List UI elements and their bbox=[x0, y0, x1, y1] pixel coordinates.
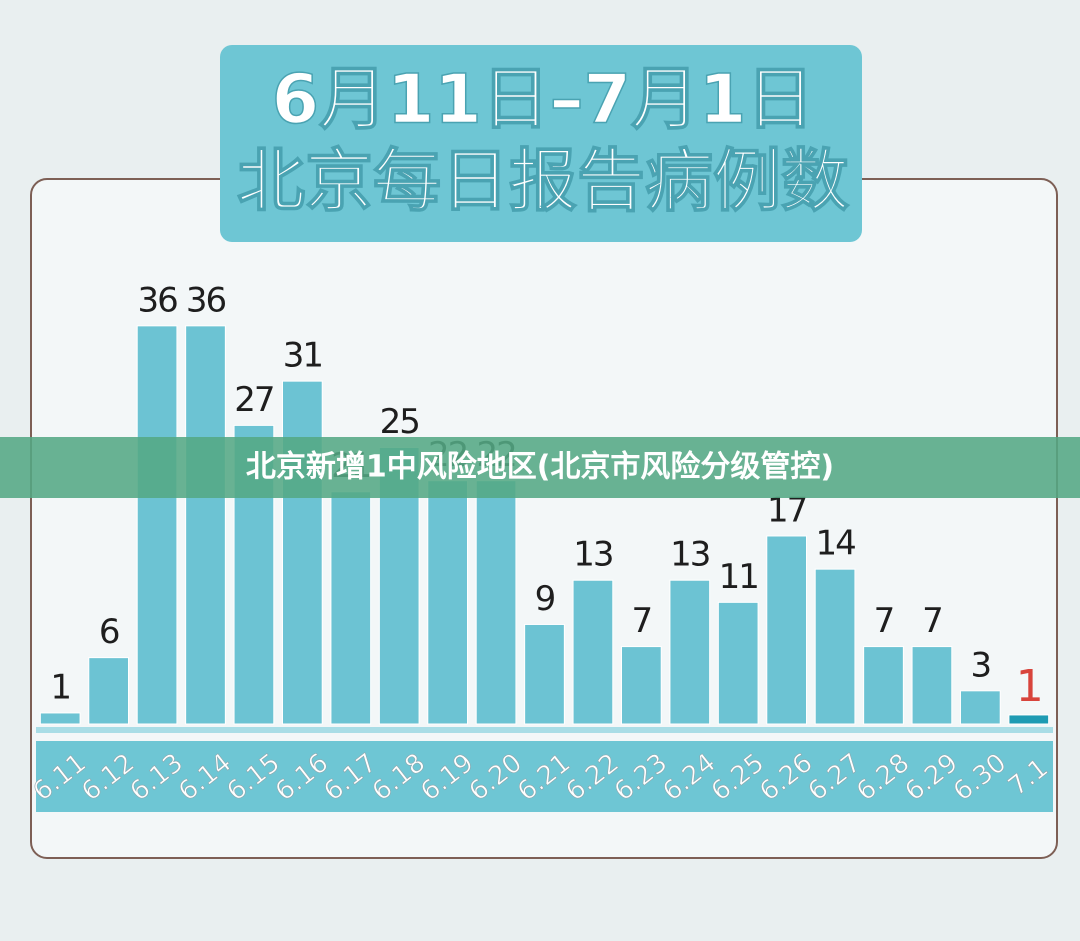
bar bbox=[717, 601, 759, 725]
bar bbox=[282, 380, 323, 725]
value-label: 11 bbox=[719, 557, 758, 597]
bar bbox=[960, 690, 1001, 725]
value-label: 14 bbox=[815, 524, 855, 564]
bar bbox=[911, 646, 953, 725]
value-label: 31 bbox=[283, 336, 322, 376]
bar bbox=[427, 480, 468, 725]
bar bbox=[88, 657, 129, 725]
value-label: 25 bbox=[380, 402, 419, 442]
bar bbox=[475, 480, 517, 725]
value-label: 9 bbox=[535, 579, 555, 619]
value-label: 1 bbox=[50, 667, 70, 707]
bar bbox=[330, 491, 372, 725]
bar bbox=[524, 623, 565, 725]
value-label: 7 bbox=[632, 601, 652, 641]
banner-text: 北京新增1中风险地区(北京市风险分级管控) bbox=[246, 450, 834, 485]
value-label: 36 bbox=[186, 280, 226, 320]
value-label: 13 bbox=[573, 535, 612, 575]
value-label: 36 bbox=[137, 280, 177, 320]
baseline-strip bbox=[36, 727, 1053, 733]
bar bbox=[621, 646, 662, 725]
value-label: 6 bbox=[99, 612, 119, 652]
bar bbox=[814, 568, 856, 725]
value-label: 7 bbox=[922, 601, 942, 641]
overlay-banner bbox=[0, 437, 1080, 498]
bar bbox=[136, 325, 178, 725]
bar bbox=[572, 579, 614, 725]
x-axis-strip bbox=[36, 741, 1053, 812]
value-label: 7 bbox=[874, 601, 894, 641]
chart-subtitle: 北京每日报告病例数 bbox=[237, 143, 849, 222]
bar bbox=[863, 646, 904, 725]
bar bbox=[669, 579, 711, 725]
bar bbox=[185, 325, 226, 725]
chart-title: 6月11日–7月1日 bbox=[272, 61, 815, 140]
value-label: 3 bbox=[971, 645, 991, 685]
bar bbox=[39, 712, 81, 725]
title-box bbox=[220, 45, 862, 242]
bar bbox=[766, 535, 807, 725]
value-label: 1 bbox=[1016, 661, 1042, 712]
bar bbox=[1008, 714, 1050, 725]
value-label: 27 bbox=[234, 380, 273, 420]
value-label: 13 bbox=[670, 535, 709, 575]
